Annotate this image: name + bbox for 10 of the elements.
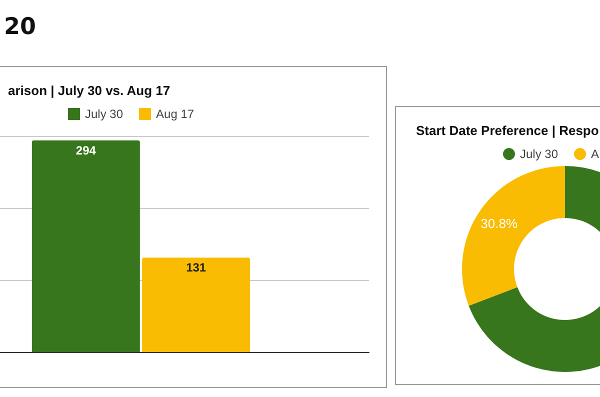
legend-label: July 30	[85, 107, 124, 121]
chart-title: arison | July 30 vs. Aug 17	[8, 83, 170, 98]
legend-label: Aug 17	[156, 107, 194, 121]
data-label: 294	[76, 143, 96, 158]
data-label: 30.8%	[480, 216, 518, 232]
data-label: 131	[186, 260, 206, 275]
chart-title: Start Date Preference | Respo	[416, 123, 599, 138]
legend-label: A	[591, 147, 600, 161]
legend-label: July 30	[520, 147, 558, 161]
text: 20	[4, 14, 36, 40]
